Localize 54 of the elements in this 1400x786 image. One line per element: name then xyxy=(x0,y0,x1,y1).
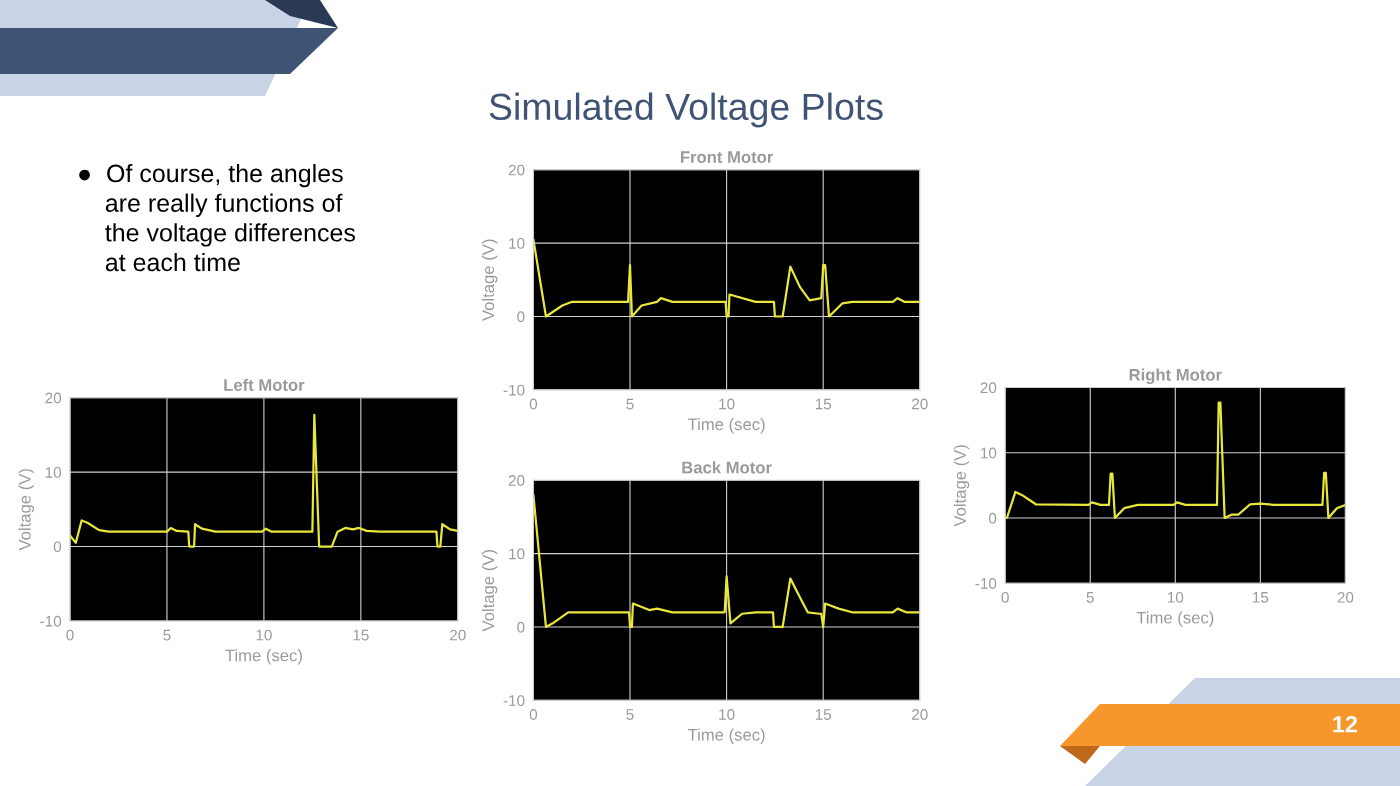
x-tick-label: 15 xyxy=(815,398,832,410)
text: 12 xyxy=(1333,715,1358,733)
chart-title: Front Motor xyxy=(680,151,774,163)
y-tick-label: -10 xyxy=(503,384,525,396)
y-tick-label: 0 xyxy=(53,541,62,553)
chart-title: Back Motor xyxy=(682,461,772,474)
y-tick-label: 10 xyxy=(509,548,525,560)
x-tick-label: 15 xyxy=(815,709,832,720)
text: ● Of course, the angles are really functions of the voltage differences at each time xyxy=(79,163,355,272)
line-series xyxy=(533,238,920,318)
y-tick-label: 20 xyxy=(508,475,525,486)
y-tick-label: 0 xyxy=(988,512,997,524)
y-tick-label: -10 xyxy=(503,695,525,707)
x-tick-label: 20 xyxy=(450,629,466,641)
x-tick-label: 5 xyxy=(163,629,171,641)
text: Simulated Voltage Plots xyxy=(489,92,883,128)
line-series xyxy=(533,493,920,629)
x-tick-label: 0 xyxy=(529,709,538,720)
x-tick-label: 5 xyxy=(626,398,634,410)
x-tick-label: 0 xyxy=(1001,591,1009,603)
y-tick-label: -10 xyxy=(40,615,62,627)
x-tick-label: 5 xyxy=(1086,592,1094,603)
x-tick-label: 0 xyxy=(529,398,538,410)
y-axis-title: Voltage (V) xyxy=(953,445,970,527)
chart-title: Left Motor xyxy=(224,378,305,391)
line-series xyxy=(1005,401,1346,520)
y-axis-title: Voltage (V) xyxy=(481,550,498,632)
x-tick-label: 10 xyxy=(1167,591,1184,603)
y-tick-label: 20 xyxy=(508,164,525,176)
x-tick-label: 10 xyxy=(719,709,735,720)
chart-title: Right Motor xyxy=(1129,368,1222,385)
x-tick-label: 10 xyxy=(256,629,272,641)
x-tick-label: 15 xyxy=(353,629,369,641)
y-tick-label: 0 xyxy=(517,311,525,323)
x-tick-label: 5 xyxy=(626,709,634,720)
x-tick-label: 10 xyxy=(719,398,735,410)
x-axis-title: Time (sec) xyxy=(687,417,765,434)
y-tick-label: -10 xyxy=(975,578,997,589)
x-tick-label: 0 xyxy=(66,629,74,641)
y-tick-label: 10 xyxy=(45,466,62,478)
x-axis-title: Time (sec) xyxy=(225,649,302,665)
x-tick-label: 15 xyxy=(1253,592,1269,603)
x-tick-label: 20 xyxy=(1337,591,1354,603)
y-tick-label: 20 xyxy=(980,382,997,394)
x-tick-label: 20 xyxy=(912,709,928,720)
line-series xyxy=(70,413,458,548)
y-axis-title: Voltage (V) xyxy=(481,239,498,321)
y-tick-label: 10 xyxy=(509,238,525,249)
y-tick-label: 10 xyxy=(981,447,997,459)
y-axis-title: Voltage (V) xyxy=(18,469,35,551)
x-tick-label: 20 xyxy=(912,398,928,410)
y-tick-label: 0 xyxy=(517,621,525,633)
x-axis-title: Time (sec) xyxy=(1136,611,1214,627)
x-axis-title: Time (sec) xyxy=(687,728,765,744)
